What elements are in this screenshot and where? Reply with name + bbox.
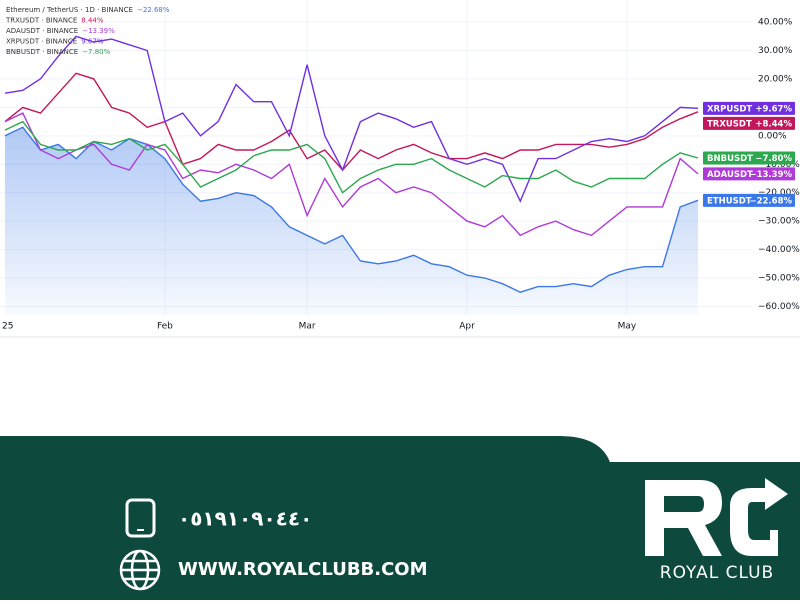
line xyxy=(4,72,699,172)
tag-value: −13.39% xyxy=(749,170,792,180)
line xyxy=(4,126,699,293)
tag-value: +8.44% xyxy=(755,119,792,129)
tag-value: −7.80% xyxy=(755,154,792,164)
price-tag xyxy=(703,151,795,165)
brand-name: ROYAL CLUB xyxy=(660,563,774,583)
y-tick-label: −20.00% xyxy=(758,188,800,198)
legend-entry: TRXUSDT · BINANCE 8.44% xyxy=(5,17,104,25)
legend-value: 9.67% xyxy=(81,38,104,46)
x-tick-label: 25 xyxy=(2,322,13,332)
price-tag xyxy=(703,193,795,207)
legend-entry: BNBUSDT · BINANCE −7.80% xyxy=(6,48,111,56)
phone-icon xyxy=(125,498,156,538)
legend-label: Ethereum / TetherUS · 1D · BINANCE xyxy=(6,6,133,14)
y-tick-label: 0.00% xyxy=(758,131,787,141)
x-tick-label: Feb xyxy=(157,322,173,332)
legend-value: −13.39% xyxy=(82,27,115,35)
price-tag xyxy=(703,101,795,115)
tag-name: XRPUSDT xyxy=(707,104,752,114)
legend-label: XRPUSDT · BINANCE xyxy=(6,38,77,46)
x-tick-label: May xyxy=(618,322,637,332)
legend-label: BNBUSDT · BINANCE xyxy=(6,48,78,56)
legend-entry: ADAUSDT · BINANCE −13.39% xyxy=(6,27,115,35)
line xyxy=(4,120,699,194)
y-tick-label: −30.00% xyxy=(758,217,800,227)
y-tick-label: 40.00% xyxy=(758,18,793,28)
legend-value: 8.44% xyxy=(81,17,104,25)
legend-value: −22.68% xyxy=(137,6,170,14)
y-tick-label: 20.00% xyxy=(758,74,793,84)
footer-band xyxy=(0,436,800,600)
line xyxy=(4,112,699,237)
phone-number: ٠٥١٩١٠٩٠٤٤٠ xyxy=(178,507,312,531)
tag-value: −22.68% xyxy=(749,196,792,206)
legend-entry: XRPUSDT · BINANCE 9.67% xyxy=(6,38,104,46)
tag-name: ADAUSDT xyxy=(707,170,753,180)
tag-value: +9.67% xyxy=(755,104,792,114)
y-tick-label: −40.00% xyxy=(758,245,800,255)
legend-entry: Ethereum / TetherUS · 1D · BINANCE −22.68… xyxy=(6,6,170,14)
tag-name: BNBUSDT xyxy=(707,154,753,164)
website: WWW.ROYALCLUBB.COM xyxy=(178,559,428,580)
x-tick-label: Mar xyxy=(299,322,316,332)
price-tag xyxy=(703,167,795,181)
price-tag xyxy=(703,116,795,130)
tag-name: ETHUSDT xyxy=(707,196,752,206)
legend-value: −7.80% xyxy=(82,48,110,56)
y-tick-label: −10.00% xyxy=(758,160,800,170)
y-tick-label: −60.00% xyxy=(758,302,800,312)
y-tick-label: 30.00% xyxy=(758,46,793,56)
y-tick-label: −50.00% xyxy=(758,274,800,284)
line xyxy=(4,35,699,203)
area xyxy=(5,127,698,315)
legend-label: TRXUSDT · BINANCE xyxy=(5,17,77,25)
logo xyxy=(645,478,788,556)
x-tick-label: Apr xyxy=(459,322,475,332)
tag-name: TRXUSDT xyxy=(707,119,752,129)
footer-curve xyxy=(560,430,800,462)
legend-label: ADAUSDT · BINANCE xyxy=(6,27,78,35)
globe-icon xyxy=(119,549,161,591)
